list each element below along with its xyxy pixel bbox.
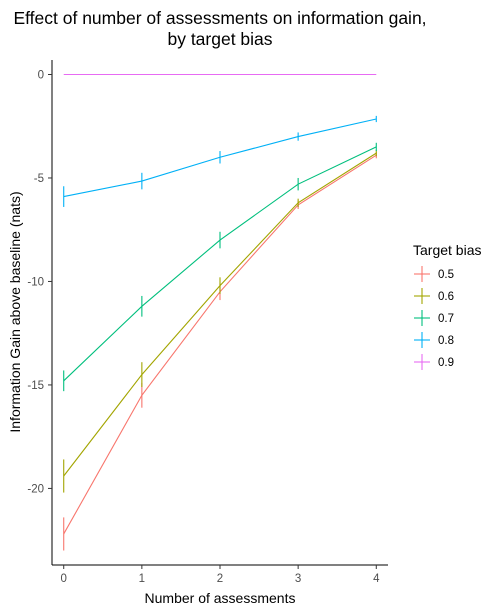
legend-label: 0.9 bbox=[438, 357, 454, 369]
legend-label: 0.8 bbox=[438, 335, 454, 347]
legend: 0.5 0.6 0.7 0.8 0.9 bbox=[414, 266, 454, 370]
y-tick-label: -20 bbox=[27, 483, 44, 495]
series-line bbox=[63, 146, 377, 382]
legend-label: 0.6 bbox=[438, 291, 454, 303]
legend-item: 0.5 bbox=[414, 266, 454, 282]
series-0.5 bbox=[63, 152, 377, 551]
x-tick-label: 2 bbox=[217, 573, 223, 585]
series-0.8 bbox=[63, 115, 377, 207]
x-tick-label: 0 bbox=[61, 573, 67, 585]
legend-item: 0.7 bbox=[414, 310, 454, 326]
y-axis-title: Information Gain above baseline (nats) bbox=[7, 191, 23, 432]
chart-title: Effect of number of assessments on infor… bbox=[13, 8, 426, 28]
legend-item: 0.8 bbox=[414, 332, 454, 348]
y-tick-label: -15 bbox=[27, 380, 44, 392]
legend-item: 0.9 bbox=[414, 354, 454, 370]
y-tick-label: -5 bbox=[34, 173, 44, 185]
y-axis-ticks: 0 -5 -10 -15 -20 bbox=[27, 69, 52, 495]
legend-label: 0.5 bbox=[438, 269, 454, 281]
x-axis-ticks: 0 1 2 3 4 bbox=[61, 565, 380, 585]
x-tick-label: 1 bbox=[139, 573, 145, 585]
y-tick-label: 0 bbox=[38, 69, 44, 81]
legend-label: 0.7 bbox=[438, 313, 454, 325]
legend-title: Target bias bbox=[413, 242, 481, 258]
x-tick-label: 3 bbox=[295, 573, 301, 585]
legend-item: 0.6 bbox=[414, 288, 454, 304]
chart-subtitle: by target bias bbox=[167, 29, 272, 49]
x-tick-label: 4 bbox=[373, 573, 380, 585]
x-axis-title: Number of assessments bbox=[145, 590, 296, 606]
series-line bbox=[63, 154, 377, 535]
plot-series bbox=[63, 73, 377, 551]
y-tick-label: -10 bbox=[27, 276, 44, 288]
series-0.7 bbox=[63, 142, 377, 392]
series-0.6 bbox=[63, 150, 377, 493]
series-line bbox=[63, 152, 377, 477]
